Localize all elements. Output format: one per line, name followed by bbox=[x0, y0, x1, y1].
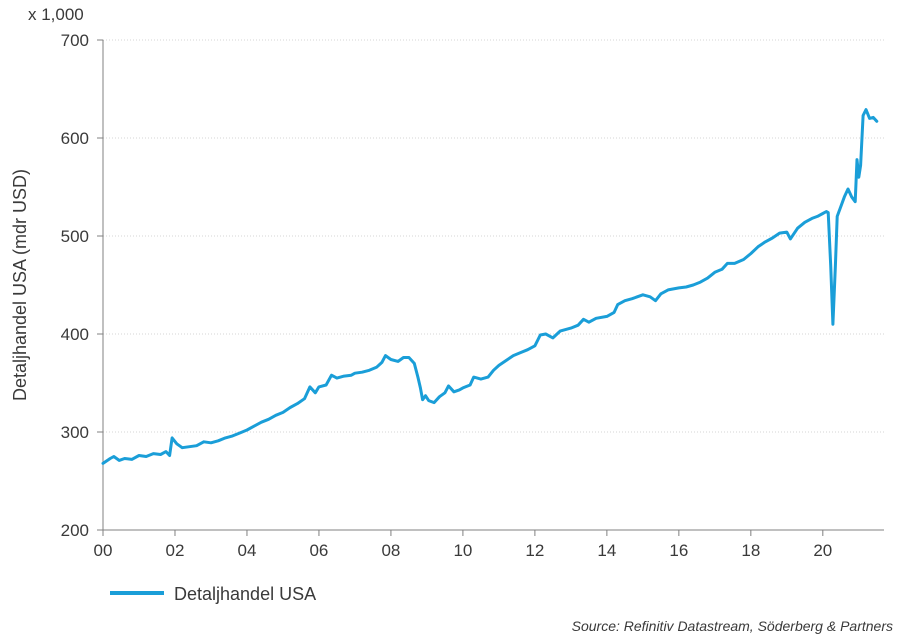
x-tick-label: 00 bbox=[94, 541, 113, 560]
y-tick-label: 200 bbox=[61, 521, 89, 540]
x-tick-label: 08 bbox=[381, 541, 400, 560]
legend-label: Detaljhandel USA bbox=[174, 584, 316, 604]
y-tick-label: 600 bbox=[61, 129, 89, 148]
gridlines bbox=[103, 39, 884, 433]
axis-ticks: 200 300 400 500 600 700 00 02 04 06 08 10 12 14 16 18 20 bbox=[61, 31, 833, 560]
y-tick-label: 300 bbox=[61, 423, 89, 442]
x-tick-label: 04 bbox=[238, 541, 257, 560]
x-tick-label: 18 bbox=[741, 541, 760, 560]
y-tick-label: 700 bbox=[61, 31, 89, 50]
y-tick-label: 500 bbox=[61, 227, 89, 246]
x-tick-label: 20 bbox=[813, 541, 832, 560]
x-tick-label: 06 bbox=[309, 541, 328, 560]
x-tick-label: 14 bbox=[597, 541, 616, 560]
scale-note: x 1,000 bbox=[28, 5, 84, 24]
x-tick-label: 16 bbox=[669, 541, 688, 560]
series-line bbox=[101, 108, 879, 465]
y-tick-label: 400 bbox=[61, 325, 89, 344]
source-note: Source: Refinitiv Datastream, Söderberg … bbox=[572, 618, 893, 634]
x-tick-label: 10 bbox=[453, 541, 472, 560]
x-tick-label: 12 bbox=[525, 541, 544, 560]
x-tick-label: 02 bbox=[166, 541, 185, 560]
series-layer bbox=[101, 108, 879, 465]
legend: Detaljhandel USA bbox=[110, 584, 316, 604]
y-axis-title: Detaljhandel USA (mdr USD) bbox=[10, 169, 30, 401]
